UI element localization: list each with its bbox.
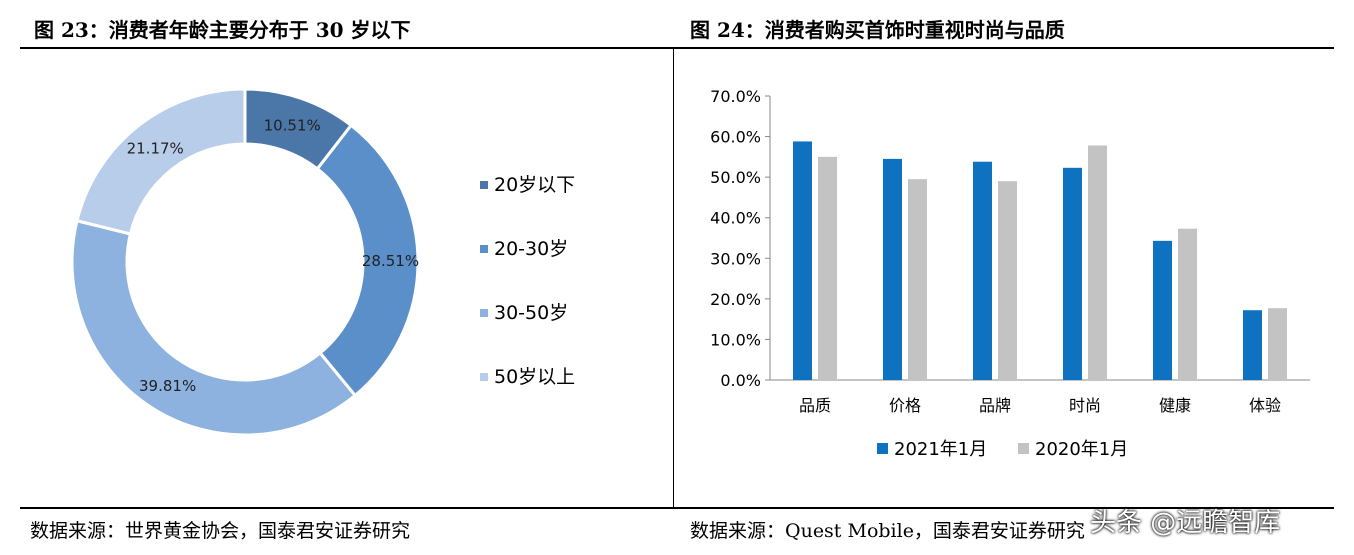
bar-s1-c2 bbox=[998, 181, 1017, 380]
legend-swatch-3 bbox=[480, 373, 488, 381]
y-tick-label-5: 50.0% bbox=[710, 168, 761, 187]
bar-s1-c1 bbox=[908, 179, 927, 380]
legend-label-3: 50岁以上 bbox=[494, 366, 575, 388]
bar-s0-c0 bbox=[793, 141, 812, 380]
figure-23-title: 图 23：消费者年龄主要分布于 30 岁以下 bbox=[34, 18, 411, 42]
bar-legend-swatch-1 bbox=[1018, 443, 1029, 454]
x-tick-label-4: 健康 bbox=[1159, 396, 1191, 415]
legend-swatch-0 bbox=[480, 181, 488, 189]
y-tick-label-7: 70.0% bbox=[710, 87, 761, 106]
x-tick-label-5: 体验 bbox=[1249, 396, 1281, 415]
purchase-factors-bar-chart: 0.0% 10.0% 20.0% 30.0% 40.0% 50.0% 60.0% 70.0% 品… bbox=[710, 87, 1310, 460]
bar-s0-c4 bbox=[1153, 240, 1172, 380]
legend-label-1: 20-30岁 bbox=[494, 238, 568, 260]
x-tick-label-0: 品质 bbox=[799, 396, 831, 415]
bar-s1-c4 bbox=[1178, 228, 1197, 380]
x-tick-label-1: 价格 bbox=[889, 396, 921, 415]
x-tick-label-2: 品牌 bbox=[979, 396, 1011, 415]
bar-s1-c5 bbox=[1268, 308, 1287, 380]
x-tick-label-3: 时尚 bbox=[1069, 396, 1101, 415]
source-note-left: 数据来源：世界黄金协会，国泰君安证券研究 bbox=[30, 520, 411, 542]
legend-label-0: 20岁以下 bbox=[494, 174, 575, 196]
legend-swatch-1 bbox=[480, 245, 488, 253]
bar-s0-c2 bbox=[973, 161, 992, 380]
donut-slice-2 bbox=[70, 218, 358, 437]
legend-label-2: 30-50岁 bbox=[494, 302, 568, 324]
bar-s0-c3 bbox=[1063, 167, 1082, 380]
y-tick-label-1: 10.0% bbox=[710, 330, 761, 349]
y-tick-label-2: 20.0% bbox=[710, 290, 761, 309]
donut-data-label-3: 21.17% bbox=[127, 140, 184, 158]
donut-data-label-2: 39.81% bbox=[139, 377, 196, 395]
y-tick-label-4: 40.0% bbox=[710, 209, 761, 228]
panel-divider bbox=[673, 48, 674, 507]
bar-legend-label-1: 2020年1月 bbox=[1035, 439, 1128, 460]
bar-s0-c5 bbox=[1243, 310, 1262, 380]
y-tick-label-0: 0.0% bbox=[720, 371, 761, 390]
bottom-rule bbox=[20, 507, 1334, 509]
figure-24-title: 图 24：消费者购买首饰时重视时尚与品质 bbox=[690, 18, 1065, 42]
donut-data-label-0: 10.51% bbox=[264, 116, 321, 134]
y-tick-label-6: 60.0% bbox=[710, 128, 761, 147]
donut-data-label-1: 28.51% bbox=[362, 252, 419, 270]
donut-slice-3 bbox=[75, 87, 247, 236]
age-distribution-donut-chart: 10.51% 28.51% 39.81% 21.17% 20岁以下 20-30岁 30-50… bbox=[70, 87, 575, 437]
watermark: 头条 @远瞻智库 bbox=[1090, 508, 1281, 538]
source-note-right: 数据来源：Quest Mobile，国泰君安证券研究 bbox=[690, 520, 1085, 542]
donut-slice-1 bbox=[315, 123, 420, 398]
legend-swatch-2 bbox=[480, 309, 488, 317]
top-rule bbox=[20, 47, 1334, 49]
bar-legend-label-0: 2021年1月 bbox=[894, 439, 987, 460]
bar-s1-c0 bbox=[818, 156, 837, 380]
bar-legend-swatch-0 bbox=[877, 443, 888, 454]
y-tick-label-3: 30.0% bbox=[710, 249, 761, 268]
bar-s0-c1 bbox=[883, 158, 902, 380]
bar-s1-c3 bbox=[1088, 145, 1107, 380]
